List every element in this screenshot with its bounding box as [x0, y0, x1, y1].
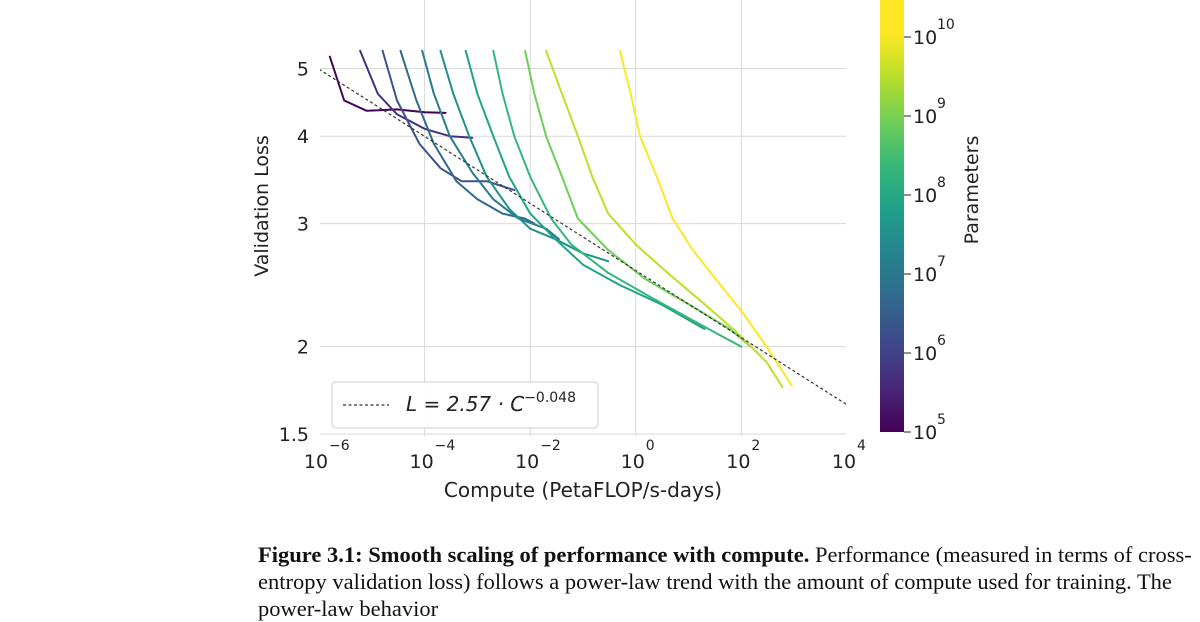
y-tick-label-4: 5	[297, 59, 309, 81]
x-tick-label-2: 10−2	[515, 438, 561, 473]
y-tick-label-2: 3	[297, 214, 309, 236]
figure-caption: Figure 3.1: Smooth scaling of performanc…	[258, 541, 1198, 622]
x-tick-exp-5: 4	[857, 438, 866, 454]
colorbar-tick-base-0: 10	[913, 422, 937, 444]
colorbar-tick-exp-3: 8	[937, 175, 946, 191]
colorbar-tick-label-2: 107	[913, 254, 946, 286]
series-line-1e9	[524, 49, 752, 348]
y-tick-label-0: 1.5	[279, 424, 309, 446]
caption-title: Smooth scaling of performance with compu…	[368, 542, 810, 567]
series-line-1e5	[328, 55, 447, 114]
series-line-3e5	[359, 49, 474, 139]
series-line-3e6	[399, 49, 536, 225]
series-line-1e11	[618, 49, 793, 387]
x-tick-label-1: 10−4	[410, 438, 456, 473]
x-tick-label-0: 10−6	[304, 438, 350, 473]
series-line-1e6	[381, 49, 516, 192]
caption-label: Figure 3.1:	[258, 542, 363, 567]
colorbar-tick-label-3: 108	[913, 175, 946, 207]
legend-fit-equation: L = 2.57 · C	[406, 392, 524, 416]
colorbar-tick-base-5: 10	[913, 27, 937, 49]
x-tick-exp-1: −4	[435, 438, 456, 454]
colorbar-tick-label-0: 105	[913, 412, 946, 444]
legend-fit-label: L = 2.57 · C−0.048	[406, 390, 576, 416]
series-line-3e7	[439, 49, 610, 263]
colorbar-gradient	[880, 0, 904, 432]
legend-fit-exponent: −0.048	[524, 390, 576, 406]
series-line-3e8	[492, 49, 743, 348]
colorbar-tick-exp-0: 5	[937, 412, 946, 428]
legend: L = 2.57 · C−0.048	[331, 381, 599, 429]
x-tick-label-5: 104	[832, 438, 866, 473]
series-lines	[328, 49, 793, 389]
x-tick-exp-3: 0	[646, 438, 655, 454]
legend-box	[331, 381, 599, 429]
colorbar-tick-exp-1: 6	[937, 333, 946, 349]
x-tick-exp-0: −6	[329, 438, 350, 454]
x-axis-label: Compute (PetaFLOP/s-days)	[444, 478, 722, 502]
x-tick-base-3: 10	[621, 451, 645, 473]
colorbar-tick-label-4: 109	[913, 96, 946, 128]
x-tick-base-0: 10	[304, 451, 328, 473]
colorbar-tick-exp-5: 10	[937, 17, 955, 33]
x-tick-exp-2: −2	[540, 438, 561, 454]
plot-background	[320, 0, 846, 436]
plot-area	[320, 0, 846, 436]
y-axis-label: Validation Loss	[251, 135, 273, 277]
series-line-1e7	[421, 49, 560, 241]
series-line-1e10	[545, 49, 784, 389]
x-tick-base-5: 10	[832, 451, 856, 473]
y-tick-label-3: 4	[297, 126, 309, 148]
y-tick-label-1: 2	[297, 337, 309, 359]
colorbar-tick-exp-2: 7	[937, 254, 946, 270]
colorbar-tick-base-3: 10	[913, 185, 937, 207]
x-tick-label-3: 100	[621, 438, 655, 473]
colorbar-tick-label-1: 106	[913, 333, 946, 365]
colorbar-label: Parameters	[961, 136, 983, 245]
x-tick-exp-4: 2	[751, 438, 760, 454]
x-tick-base-4: 10	[726, 451, 750, 473]
colorbar-tick-base-2: 10	[913, 264, 937, 286]
x-tick-base-1: 10	[410, 451, 434, 473]
colorbar-tick-exp-4: 9	[937, 96, 946, 112]
x-tick-base-2: 10	[515, 451, 539, 473]
y-axis-ticks: 1.5 2 3 4 5	[279, 59, 309, 446]
x-tick-label-4: 102	[726, 438, 760, 473]
colorbar-tick-base-1: 10	[913, 343, 937, 365]
series-line-1e8	[464, 49, 706, 330]
colorbar-tick-base-4: 10	[913, 106, 937, 128]
